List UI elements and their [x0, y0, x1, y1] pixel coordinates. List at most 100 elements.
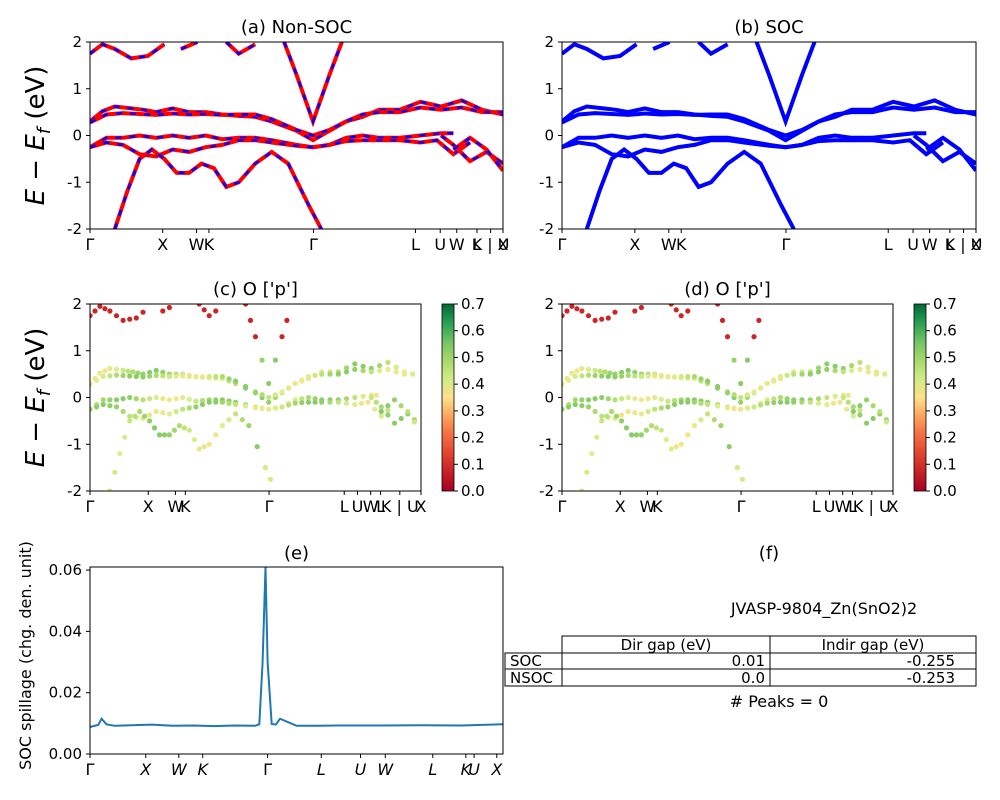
- projection-point: [652, 394, 658, 401]
- projection-point: [191, 437, 197, 443]
- projection-point: [352, 401, 358, 408]
- table-cell-dir-gap: 0.0: [741, 669, 765, 687]
- projection-point: [279, 334, 285, 340]
- colorbar-tick-label: 0.3: [933, 402, 957, 420]
- projection-point: [160, 410, 166, 416]
- projection-point: [592, 408, 598, 415]
- panel-title-f: (f): [759, 543, 779, 564]
- projection-point: [391, 397, 398, 403]
- projection-point: [579, 373, 585, 379]
- projection-point: [832, 368, 838, 374]
- projection-point: [715, 383, 721, 390]
- projection-point: [97, 304, 103, 309]
- projection-point: [153, 367, 159, 373]
- projection-point: [882, 371, 888, 377]
- projection-point: [206, 373, 212, 380]
- projection-point: [645, 373, 651, 379]
- projection-point: [658, 405, 664, 411]
- projection-point: [113, 397, 120, 403]
- projection-point: [632, 308, 638, 314]
- projection-point: [698, 417, 704, 423]
- projection-point: [605, 396, 611, 402]
- projection-point: [254, 444, 260, 450]
- projection-point: [673, 307, 679, 313]
- peaks-count: # Peaks = 0: [730, 692, 829, 711]
- projection-point: [658, 427, 664, 433]
- projection-point: [612, 309, 618, 315]
- projection-point: [142, 413, 148, 419]
- projection-point: [360, 393, 366, 399]
- soc-band-line: [562, 131, 927, 150]
- projection-point: [815, 365, 822, 371]
- projection-point: [579, 397, 585, 403]
- kpoint-label: W: [661, 235, 677, 254]
- projection-point: [398, 415, 404, 422]
- projection-point: [226, 417, 232, 423]
- projection-point: [147, 369, 153, 375]
- projection-point: [658, 396, 664, 402]
- projection-point: [160, 396, 166, 402]
- projection-point: [883, 419, 890, 425]
- projection-point: [305, 399, 312, 405]
- projection-point: [90, 313, 93, 319]
- projection-point: [266, 406, 272, 412]
- projection-point: [107, 308, 113, 314]
- projection-point: [259, 392, 265, 398]
- projection-point: [857, 407, 863, 413]
- projection-point: [319, 371, 325, 377]
- projection-point: [632, 373, 638, 379]
- ylabel-text: E − Ef (eV): [21, 328, 55, 468]
- projection-point: [90, 406, 93, 412]
- projection-point: [186, 396, 192, 402]
- projection-point: [267, 476, 273, 482]
- ytick-label: -2: [539, 482, 554, 500]
- projected-points-c: [90, 304, 417, 491]
- ytick-label: -2: [67, 220, 82, 238]
- projection-point: [102, 368, 108, 374]
- projection-point: [678, 399, 684, 405]
- projection-point: [671, 374, 678, 380]
- projection-point: [226, 376, 232, 382]
- projection-point: [850, 413, 856, 419]
- projection-point: [691, 373, 698, 380]
- projection-point: [262, 465, 268, 471]
- projection-point: [863, 397, 870, 403]
- projection-point: [599, 316, 605, 322]
- projection-point: [671, 397, 678, 404]
- kpoint-label: U: [468, 760, 480, 779]
- projection-point: [319, 399, 325, 405]
- projection-point: [589, 451, 595, 457]
- projection-point: [113, 404, 120, 410]
- kpoint-label: L: [376, 497, 385, 516]
- projection-point: [161, 432, 168, 438]
- projection-point: [352, 394, 358, 401]
- soc-band-line: [562, 42, 638, 61]
- kpoint-label: K: [676, 235, 687, 254]
- soc-band-dashed-line: [452, 136, 503, 172]
- spillage-line: [89, 566, 504, 728]
- projection-point: [180, 373, 186, 379]
- projection-point: [850, 408, 856, 415]
- projection-point: [107, 373, 113, 379]
- projection-point: [120, 372, 126, 379]
- kpoint-label: Γ: [86, 235, 95, 254]
- spillage-panel: 0.000.020.040.06Γ X W K Γ L U W L KU X(e)SOC spill…: [16, 541, 504, 779]
- kpoint-label: L: [473, 235, 482, 254]
- projection-point: [125, 368, 131, 374]
- projection-point: [286, 385, 292, 391]
- kpoint-label: K: [652, 497, 663, 516]
- kpoint-label: K | U: [853, 497, 891, 516]
- projection-point: [619, 418, 625, 424]
- projection-point: [771, 377, 777, 383]
- kpoint-label: Γ: [263, 760, 272, 779]
- soc-band-dashed-line: [90, 131, 454, 149]
- projection-point: [107, 488, 113, 491]
- projection-point: [619, 396, 625, 402]
- ytick-label: 0.02: [49, 684, 82, 702]
- soc-band-line: [652, 42, 671, 51]
- projection-point: [711, 417, 717, 423]
- projection-point: [824, 361, 830, 367]
- projection-point: [668, 446, 674, 452]
- projection-point: [799, 371, 805, 377]
- kpoint-label: X: [416, 497, 427, 516]
